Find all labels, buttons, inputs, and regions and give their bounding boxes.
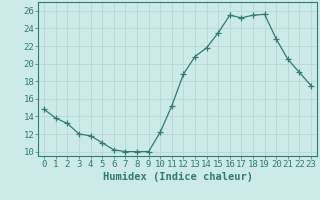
X-axis label: Humidex (Indice chaleur): Humidex (Indice chaleur) [103, 172, 252, 182]
